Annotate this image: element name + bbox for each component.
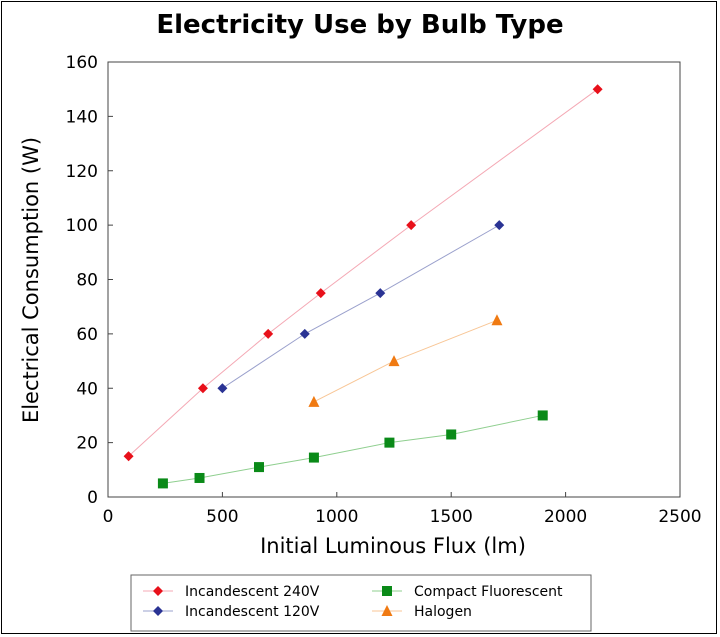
data-point <box>308 452 319 463</box>
legend-item: Incandescent 120V <box>143 604 320 620</box>
series-layer <box>123 84 603 489</box>
data-point <box>537 410 548 421</box>
legend-item: Incandescent 240V <box>143 584 320 600</box>
data-point <box>388 355 400 367</box>
legend-marker <box>153 586 163 596</box>
data-point <box>375 288 386 299</box>
x-tick-label: 2000 <box>544 507 587 527</box>
y-tick-label: 140 <box>66 107 98 127</box>
data-point <box>315 288 326 299</box>
legend-items: Incandescent 240V Incandescent 120V Compac… <box>143 584 563 620</box>
legend-marker <box>153 606 163 616</box>
data-point <box>217 383 228 394</box>
legend-label: Halogen <box>414 604 472 620</box>
data-point <box>157 478 168 489</box>
series-halogen <box>308 314 503 407</box>
legend <box>130 574 592 632</box>
x-tick-label: 1500 <box>430 507 473 527</box>
y-tick-label: 160 <box>66 53 98 73</box>
data-point <box>592 84 603 95</box>
series-line <box>162 414 543 484</box>
legend-label: Compact Fluorescent <box>414 584 563 600</box>
x-axis-label: Initial Luminous Flux (lm) <box>260 534 526 558</box>
x-tick-label: 2500 <box>658 507 701 527</box>
series-incandescent-120v <box>217 220 505 394</box>
legend-item: Compact Fluorescent <box>372 584 563 600</box>
data-point <box>263 328 274 339</box>
data-point <box>308 395 320 407</box>
data-point <box>197 383 208 394</box>
x-tick-label: 500 <box>206 507 238 527</box>
series-incandescent-240v <box>123 84 603 462</box>
x-tick-label: 1000 <box>315 507 358 527</box>
series-compact-fluorescent <box>157 410 548 489</box>
series-line <box>128 88 598 457</box>
y-axis-ticks: 0 20 40 60 80 100 120 140 160 <box>66 53 113 508</box>
data-point <box>491 314 503 326</box>
y-tick-label: 80 <box>76 271 98 291</box>
legend-label: Incandescent 240V <box>185 584 320 600</box>
y-tick-label: 20 <box>76 434 98 454</box>
data-point <box>384 437 395 448</box>
x-axis-ticks: 0 500 1000 1500 2000 2500 <box>103 492 702 527</box>
legend-item: Halogen <box>372 604 472 620</box>
x-tick-label: 0 <box>103 507 114 527</box>
y-tick-label: 0 <box>87 488 98 508</box>
data-point <box>299 328 310 339</box>
data-point <box>406 220 417 231</box>
legend-label: Incandescent 120V <box>185 604 320 620</box>
data-point <box>123 451 134 462</box>
data-point <box>194 472 205 483</box>
y-tick-label: 60 <box>76 325 98 345</box>
legend-marker <box>381 605 393 616</box>
chart-title: Electricity Use by Bulb Type <box>156 10 563 40</box>
y-tick-label: 100 <box>66 216 98 236</box>
legend-marker <box>382 586 392 596</box>
data-point <box>494 220 505 231</box>
y-axis-label: Electrical Consumption (W) <box>19 137 43 423</box>
y-tick-label: 40 <box>76 379 98 399</box>
series-line <box>313 319 498 403</box>
series-line <box>222 224 500 389</box>
data-point <box>446 429 457 440</box>
plot-area <box>107 61 681 498</box>
y-tick-label: 120 <box>66 162 98 182</box>
data-point <box>254 462 265 473</box>
